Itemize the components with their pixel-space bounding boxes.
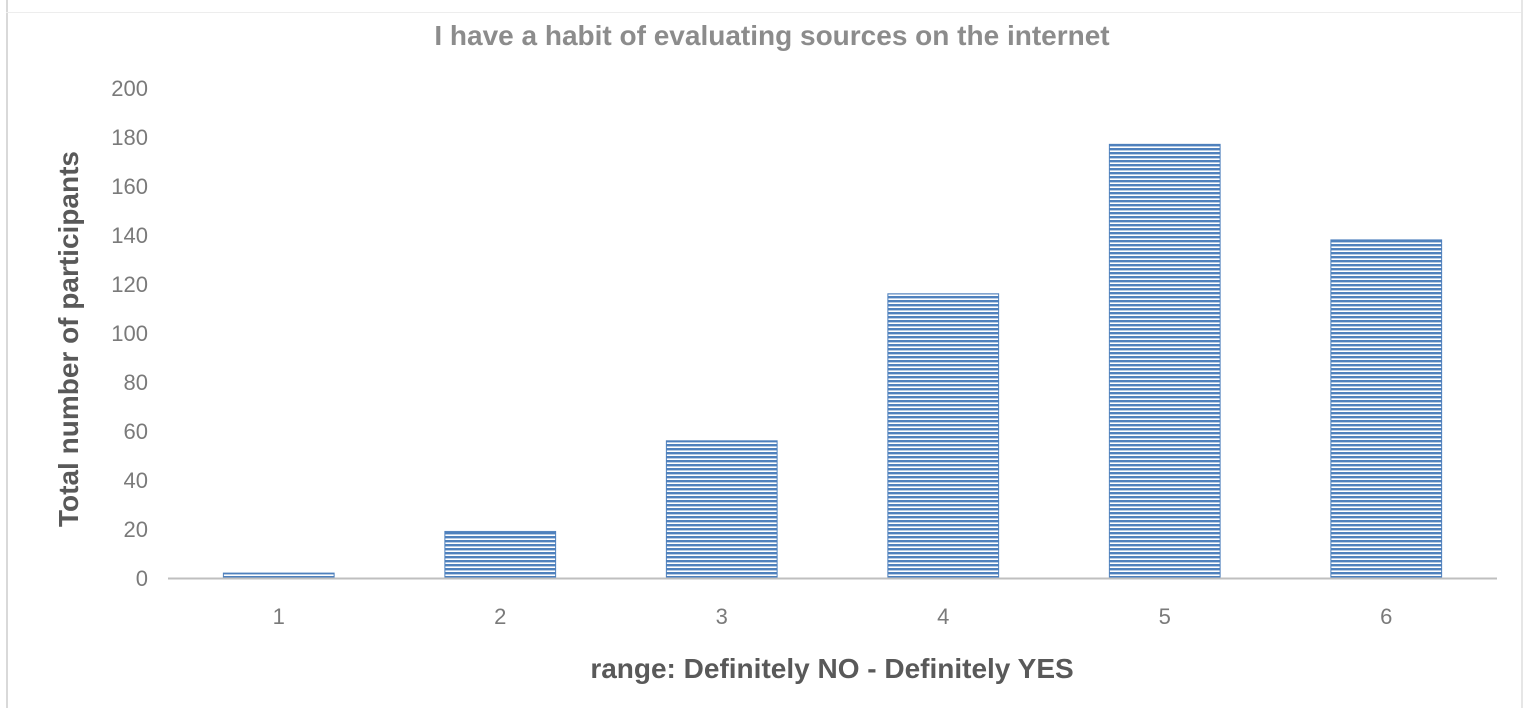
y-tick-label: 140 <box>111 223 148 248</box>
chart-title: I have a habit of evaluating sources on … <box>434 20 1109 51</box>
y-tick-label: 80 <box>124 370 148 395</box>
x-axis-tick-labels: 1 2 3 4 5 6 <box>273 604 1393 629</box>
frame-border-left <box>6 0 8 708</box>
bar-1 <box>222 572 335 579</box>
x-tick-label: 4 <box>937 604 949 629</box>
y-axis-tick-labels: 0 20 40 60 80 100 120 140 160 180 200 <box>111 76 148 591</box>
x-tick-label: 1 <box>273 604 285 629</box>
x-tick-label: 6 <box>1380 604 1392 629</box>
y-tick-label: 20 <box>124 517 148 542</box>
x-tick-label: 5 <box>1159 604 1171 629</box>
frame-border-right <box>1521 0 1523 708</box>
y-tick-label: 60 <box>124 419 148 444</box>
y-tick-label: 120 <box>111 272 148 297</box>
y-tick-label: 200 <box>111 76 148 101</box>
bars-group <box>222 143 1443 579</box>
bar-4 <box>887 293 1000 579</box>
bar-2 <box>444 530 557 579</box>
bar-3 <box>665 440 778 579</box>
bar-5 <box>1108 143 1221 579</box>
x-axis-title: range: Definitely NO - Definitely YES <box>590 653 1073 684</box>
x-tick-label: 2 <box>494 604 506 629</box>
frame-border-top <box>6 12 1521 13</box>
y-tick-label: 180 <box>111 125 148 150</box>
x-tick-label: 3 <box>716 604 728 629</box>
y-tick-label: 160 <box>111 174 148 199</box>
bar-6 <box>1330 239 1443 579</box>
y-tick-label: 0 <box>136 566 148 591</box>
y-axis-title: Total number of participants <box>53 151 84 527</box>
y-tick-label: 40 <box>124 468 148 493</box>
y-tick-label: 100 <box>111 321 148 346</box>
